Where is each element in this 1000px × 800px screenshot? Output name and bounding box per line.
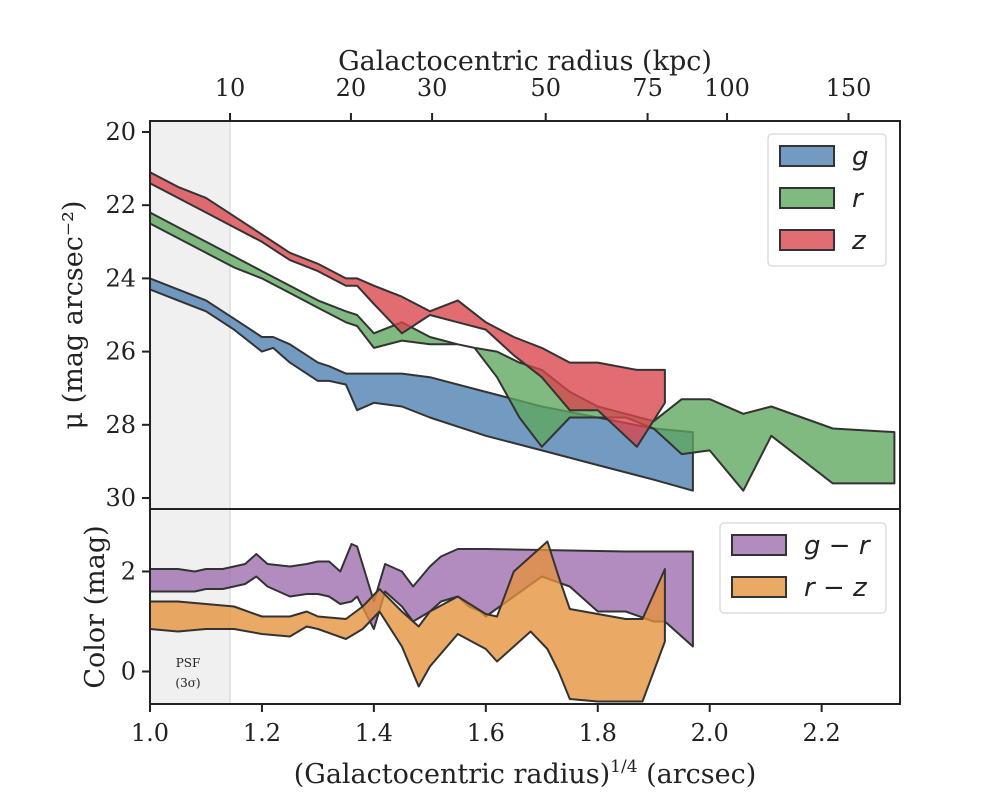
legend-swatch bbox=[779, 145, 835, 167]
radius-tick-label: 1.2 bbox=[243, 719, 281, 747]
bottom-x-axis-title: (Galactocentric radius)1/4 (arcsec) bbox=[294, 757, 757, 790]
mu-tick-label: 28 bbox=[105, 411, 136, 439]
color-tick-label: 2 bbox=[121, 558, 136, 586]
mu-axis-title: μ (mag arcsec⁻²) bbox=[58, 201, 89, 430]
legend-swatch bbox=[779, 187, 835, 209]
psf-label-line2: (3σ) bbox=[175, 676, 200, 690]
color-panel: 02 1.0 1.2 1.4 1.6 1.8 2.0 2.2 g − rr − z PSF … bbox=[121, 508, 901, 747]
surface-brightness-panel: 20 22 24 26 28 30 10 20 30 50 75 100 150 grz bbox=[105, 74, 901, 512]
color-legend: g − r r − z bbox=[719, 522, 887, 614]
radius-tick-label: 1.4 bbox=[355, 719, 393, 747]
radius-tick-label: 1.6 bbox=[467, 719, 505, 747]
x-title-unit: (arcsec) bbox=[638, 759, 757, 790]
kpc-tick-label: 50 bbox=[530, 74, 561, 102]
radius-axis-ticks: 1.0 1.2 1.4 1.6 1.8 2.0 2.2 bbox=[131, 704, 841, 747]
color-bands bbox=[149, 540, 694, 703]
psf-label-line1: PSF bbox=[176, 656, 201, 670]
radius-tick-label: 1.0 bbox=[131, 719, 169, 747]
legend-label: g bbox=[852, 142, 869, 172]
color-axis-ticks: 02 bbox=[121, 558, 150, 686]
surface-brightness-bands bbox=[149, 171, 896, 492]
mu-tick-label: 26 bbox=[105, 338, 136, 366]
color-tick-label: 0 bbox=[121, 658, 136, 686]
band-legend: grz bbox=[767, 133, 887, 267]
legend-swatch bbox=[731, 534, 787, 556]
color-axis-title: Color (mag) bbox=[80, 525, 111, 688]
legend-swatch bbox=[779, 229, 835, 251]
kpc-tick-label: 10 bbox=[215, 74, 246, 102]
mu-tick-label: 30 bbox=[105, 484, 136, 512]
top-x-axis-title: Galactocentric radius (kpc) bbox=[338, 46, 712, 77]
radius-tick-label: 1.8 bbox=[579, 719, 617, 747]
kpc-tick-label: 30 bbox=[417, 74, 448, 102]
bottom-panel-frame bbox=[149, 508, 901, 705]
band-z bbox=[149, 171, 666, 448]
radius-tick-label: 2.0 bbox=[691, 719, 729, 747]
x-title-base: (Galactocentric radius) bbox=[294, 759, 610, 790]
kpc-tick-label: 20 bbox=[336, 74, 367, 102]
kpc-tick-label: 100 bbox=[704, 74, 750, 102]
legend-label: g − r bbox=[804, 531, 872, 561]
radius-tick-label: 2.2 bbox=[803, 719, 841, 747]
kpc-tick-label: 150 bbox=[826, 74, 872, 102]
legend-label: r − z bbox=[804, 573, 868, 603]
mu-tick-label: 24 bbox=[105, 264, 136, 292]
legend-label: r bbox=[852, 184, 865, 214]
mu-tick-label: 20 bbox=[105, 118, 136, 146]
band-g bbox=[149, 277, 694, 492]
kpc-tick-label: 75 bbox=[632, 74, 663, 102]
legend-label: z bbox=[851, 226, 867, 256]
x-title-exponent: 1/4 bbox=[610, 757, 637, 777]
mu-axis-ticks: 20 22 24 26 28 30 bbox=[105, 118, 150, 512]
mu-tick-label: 22 bbox=[105, 191, 136, 219]
band-rz bbox=[149, 540, 666, 703]
band-r bbox=[149, 211, 896, 492]
kpc-axis-ticks: 10 20 30 50 75 100 150 bbox=[215, 74, 872, 121]
legend-swatch bbox=[731, 576, 787, 598]
